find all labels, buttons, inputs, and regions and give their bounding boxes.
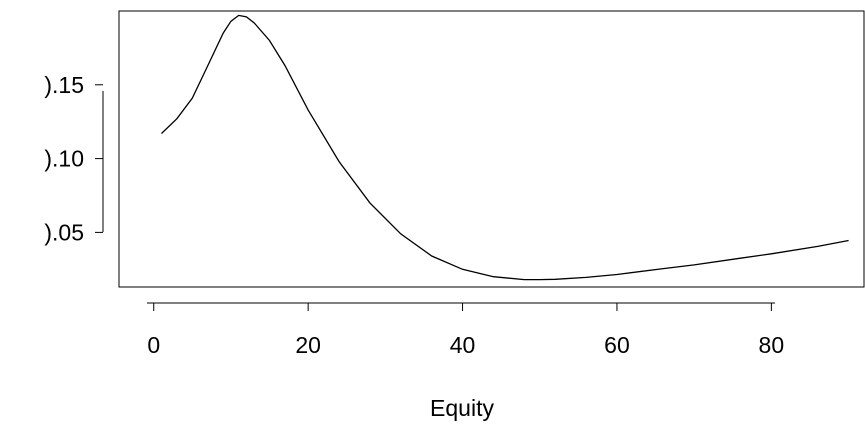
x-tick-label: 80 <box>759 332 785 358</box>
x-axis: 0 20 40 60 80 <box>147 302 785 358</box>
x-axis-title: Equity <box>430 395 494 421</box>
plot-frame <box>118 10 865 288</box>
x-tick-label: 60 <box>604 332 630 358</box>
y-tick-label: ).15 <box>44 72 84 98</box>
x-tick-label: 20 <box>295 332 321 358</box>
y-axis: ).05 ).10 ).15 <box>44 72 104 245</box>
x-tick-label: 40 <box>450 332 476 358</box>
y-tick-label: ).05 <box>44 219 84 245</box>
x-tick-label: 0 <box>147 332 160 358</box>
series-line <box>161 14 849 281</box>
y-tick-label: ).10 <box>44 146 84 172</box>
